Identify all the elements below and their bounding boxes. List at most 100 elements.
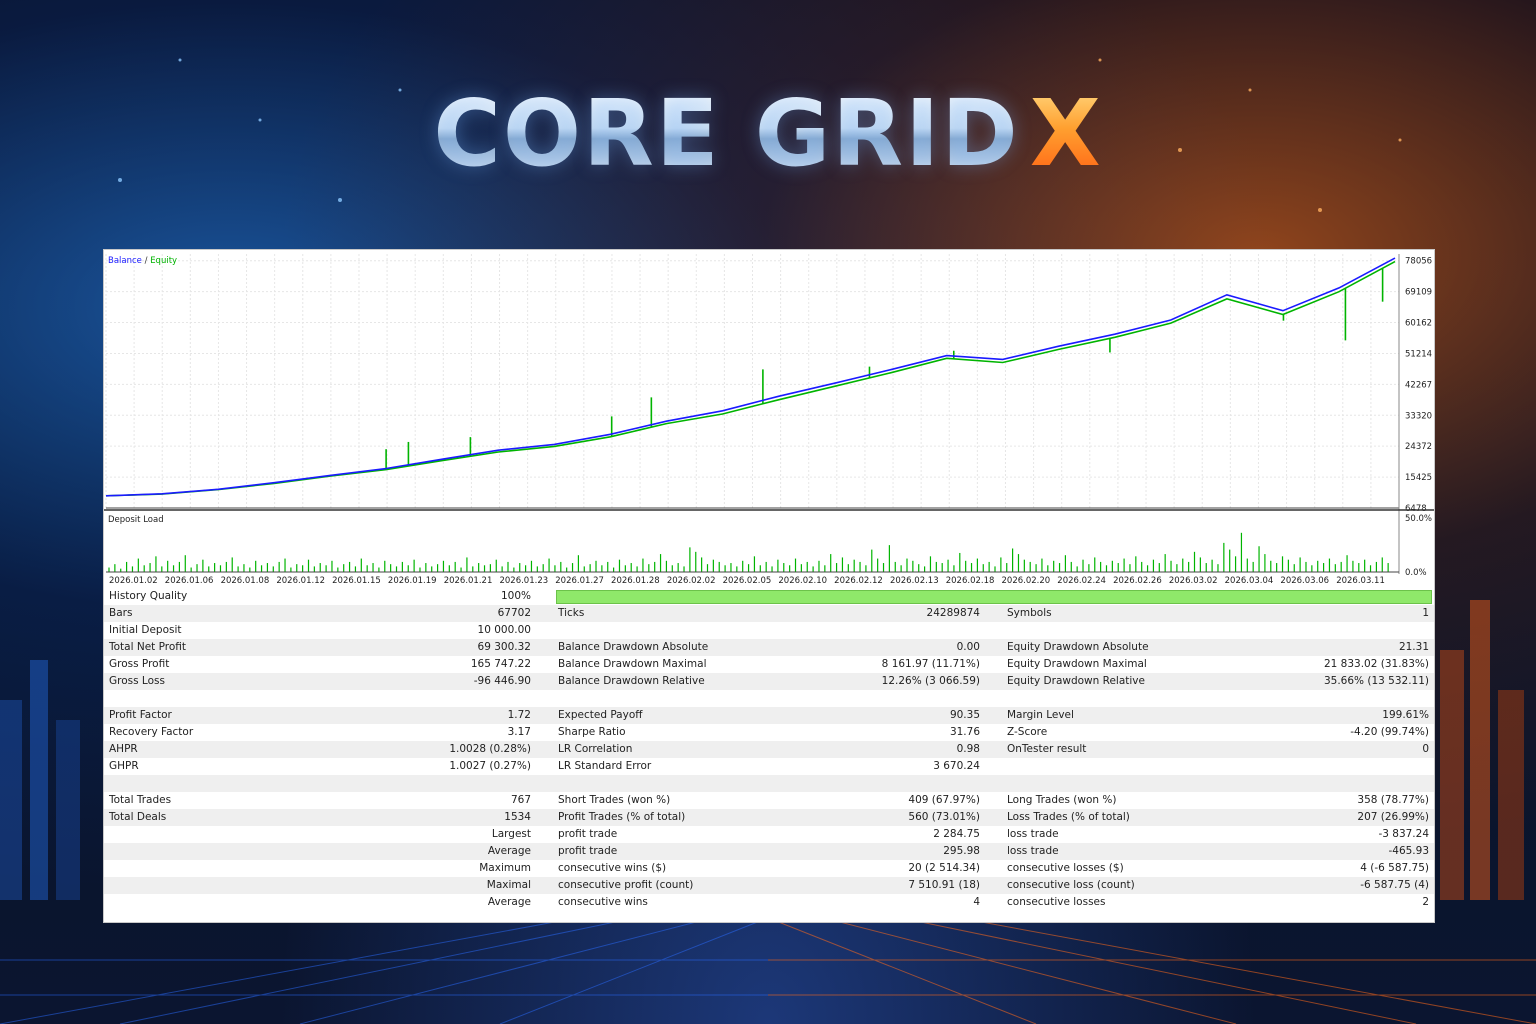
stats-row: AHPR 1.0028 (0.28%) LR Correlation 0.98 OnTe… [104,741,1434,758]
x-tick-label: 2026.01.12 [276,576,325,586]
y-tick-label: 6478 [1405,504,1427,514]
stat-value: 24289874 [926,607,980,619]
stat-value: 1 [1422,607,1429,619]
stat-value: 100% [500,590,531,602]
chart-legend: Balance / Equity [108,256,177,266]
stat-value: 358 (78.77%) [1357,794,1429,806]
stat-label: consecutive wins [558,896,648,908]
deposit-load-tick-label: 50.0% [1405,514,1432,524]
x-tick-label: 2026.01.02 [109,576,158,586]
stat-label: GHPR [109,760,139,772]
stat-value: 4 (-6 587.75) [1360,862,1429,874]
stat-label: Expected Payoff [558,709,643,721]
deposit-load-title: Deposit Load [108,515,164,525]
stat-value: 69 300.32 [477,641,531,653]
logo-text: CORE GRID [433,80,1020,187]
stat-value: 295.98 [943,845,980,857]
stats-row: Gross Loss -96 446.90 Balance Drawdown Rel… [104,673,1434,690]
stat-value: -3 837.24 [1378,828,1429,840]
x-tick-label: 2026.03.02 [1169,576,1218,586]
stat-label: Equity Drawdown Maximal [1007,658,1147,670]
x-tick-label: 2026.01.27 [555,576,604,586]
logo-x-mark: X [1029,80,1103,187]
stats-row: Total Deals 1534 Profit Trades (% of total… [104,809,1434,826]
stat-value: Maximal [486,879,531,891]
stat-label: Ticks [558,607,585,619]
y-tick-label: 78056 [1405,257,1432,267]
x-tick-label: 2026.02.26 [1113,576,1162,586]
y-tick-label: 51214 [1405,349,1432,359]
stat-value: 409 (67.97%) [908,794,980,806]
x-tick-label: 2026.02.13 [890,576,939,586]
stats-row: Maximum consecutive wins ($) 20 (2 514.34)… [104,860,1434,877]
stat-value: 0.98 [956,743,980,755]
stat-value: 35.66% (13 532.11) [1323,675,1429,687]
charts-panel: 6478 15425 24372 33320 42267 51214 60162 69109 7… [104,250,1434,588]
stat-value: 2 284.75 [933,828,980,840]
stat-value: 20 (2 514.34) [908,862,980,874]
stats-row: Largest profit trade 2 284.75 loss trade -3 … [104,826,1434,843]
stats-row: History Quality 100% [104,588,1434,605]
stat-label: consecutive wins ($) [558,862,667,874]
stat-label: AHPR [109,743,138,755]
stat-value: 7 510.91 (18) [908,879,980,891]
stat-label: consecutive loss (count) [1007,879,1135,891]
stat-value: 12.26% (3 066.59) [881,675,980,687]
stat-value: Maximum [479,862,531,874]
x-tick-label: 2026.01.15 [332,576,381,586]
x-tick-label: 2026.02.05 [723,576,772,586]
y-tick-label: 42267 [1405,380,1432,390]
stat-label: Bars [109,607,133,619]
x-tick-label: 2026.02.02 [667,576,716,586]
statistics-table: History Quality 100% Bars 67702 Ticks 2428987… [104,588,1434,911]
stat-value: Largest [491,828,531,840]
stat-value: 1534 [504,811,531,823]
y-tick-label: 60162 [1405,319,1432,329]
stat-value: Average [487,896,531,908]
stat-label: Gross Loss [109,675,165,687]
stat-label: Total Net Profit [109,641,187,653]
x-tick-label: 2026.02.24 [1057,576,1106,586]
stat-label: consecutive profit (count) [558,879,694,891]
stat-label: profit trade [558,845,618,857]
stat-value: 21.31 [1398,641,1429,653]
stat-value: 1.0028 (0.28%) [449,743,531,755]
stat-value: 767 [510,794,531,806]
stat-value: 10 000.00 [477,624,531,636]
stat-value: 67702 [497,607,531,619]
stat-label: Initial Deposit [109,624,182,636]
stats-row [104,690,1434,707]
x-tick-label: 2026.01.06 [165,576,214,586]
stat-label: loss trade [1007,828,1059,840]
x-tick-label: 2026.01.19 [388,576,437,586]
stats-row: Gross Profit 165 747.22 Balance Drawdown M… [104,656,1434,673]
stat-label: Equity Drawdown Relative [1007,675,1145,687]
x-tick-label: 2026.02.10 [778,576,827,586]
stat-value: 21 833.02 (31.83%) [1323,658,1429,670]
stat-value: 31.76 [949,726,980,738]
stat-label: Long Trades (won %) [1007,794,1117,806]
stats-row: Average consecutive wins 4 consecutive loss… [104,894,1434,911]
stat-label: Symbols [1007,607,1052,619]
x-tick-label: 2026.01.08 [221,576,270,586]
stat-value: -465.93 [1388,845,1429,857]
x-tick-label: 2026.01.28 [611,576,660,586]
y-tick-label: 24372 [1405,442,1432,452]
stat-label: Loss Trades (% of total) [1007,811,1130,823]
stat-label: consecutive losses [1007,896,1106,908]
stat-value: 8 161.97 (11.71%) [881,658,980,670]
stat-label: OnTester result [1007,743,1087,755]
stat-value: -6 587.75 (4) [1360,879,1429,891]
x-tick-label: 2026.02.18 [946,576,995,586]
stat-label: LR Standard Error [558,760,652,772]
x-tick-label: 2026.03.04 [1225,576,1274,586]
equity-line [105,260,1396,497]
x-tick-label: 2026.03.11 [1336,576,1385,586]
x-tick-label: 2026.01.23 [499,576,548,586]
stat-value: 1.72 [507,709,531,721]
stat-value: 90.35 [949,709,980,721]
stat-label: Short Trades (won %) [558,794,671,806]
stats-row: Total Net Profit 69 300.32 Balance Drawdow… [104,639,1434,656]
stat-label: Equity Drawdown Absolute [1007,641,1149,653]
